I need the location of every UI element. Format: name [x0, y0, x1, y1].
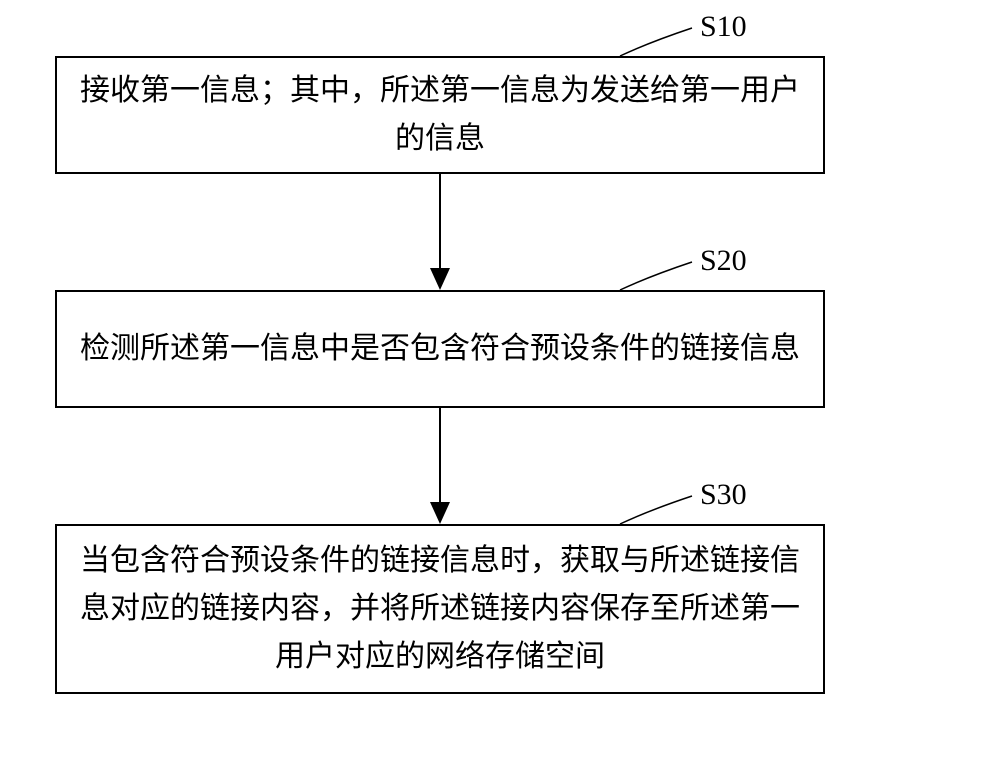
arrow-s10-s20-head: [430, 268, 450, 290]
arrow-s20-s30-line: [439, 408, 441, 502]
leader-s30: [0, 0, 1000, 768]
flowchart-canvas: 接收第一信息；其中，所述第一信息为发送给第一用户的信息 检测所述第一信息中是否包…: [0, 0, 1000, 768]
arrow-s20-s30-head: [430, 502, 450, 524]
arrow-s10-s20-line: [439, 174, 441, 268]
